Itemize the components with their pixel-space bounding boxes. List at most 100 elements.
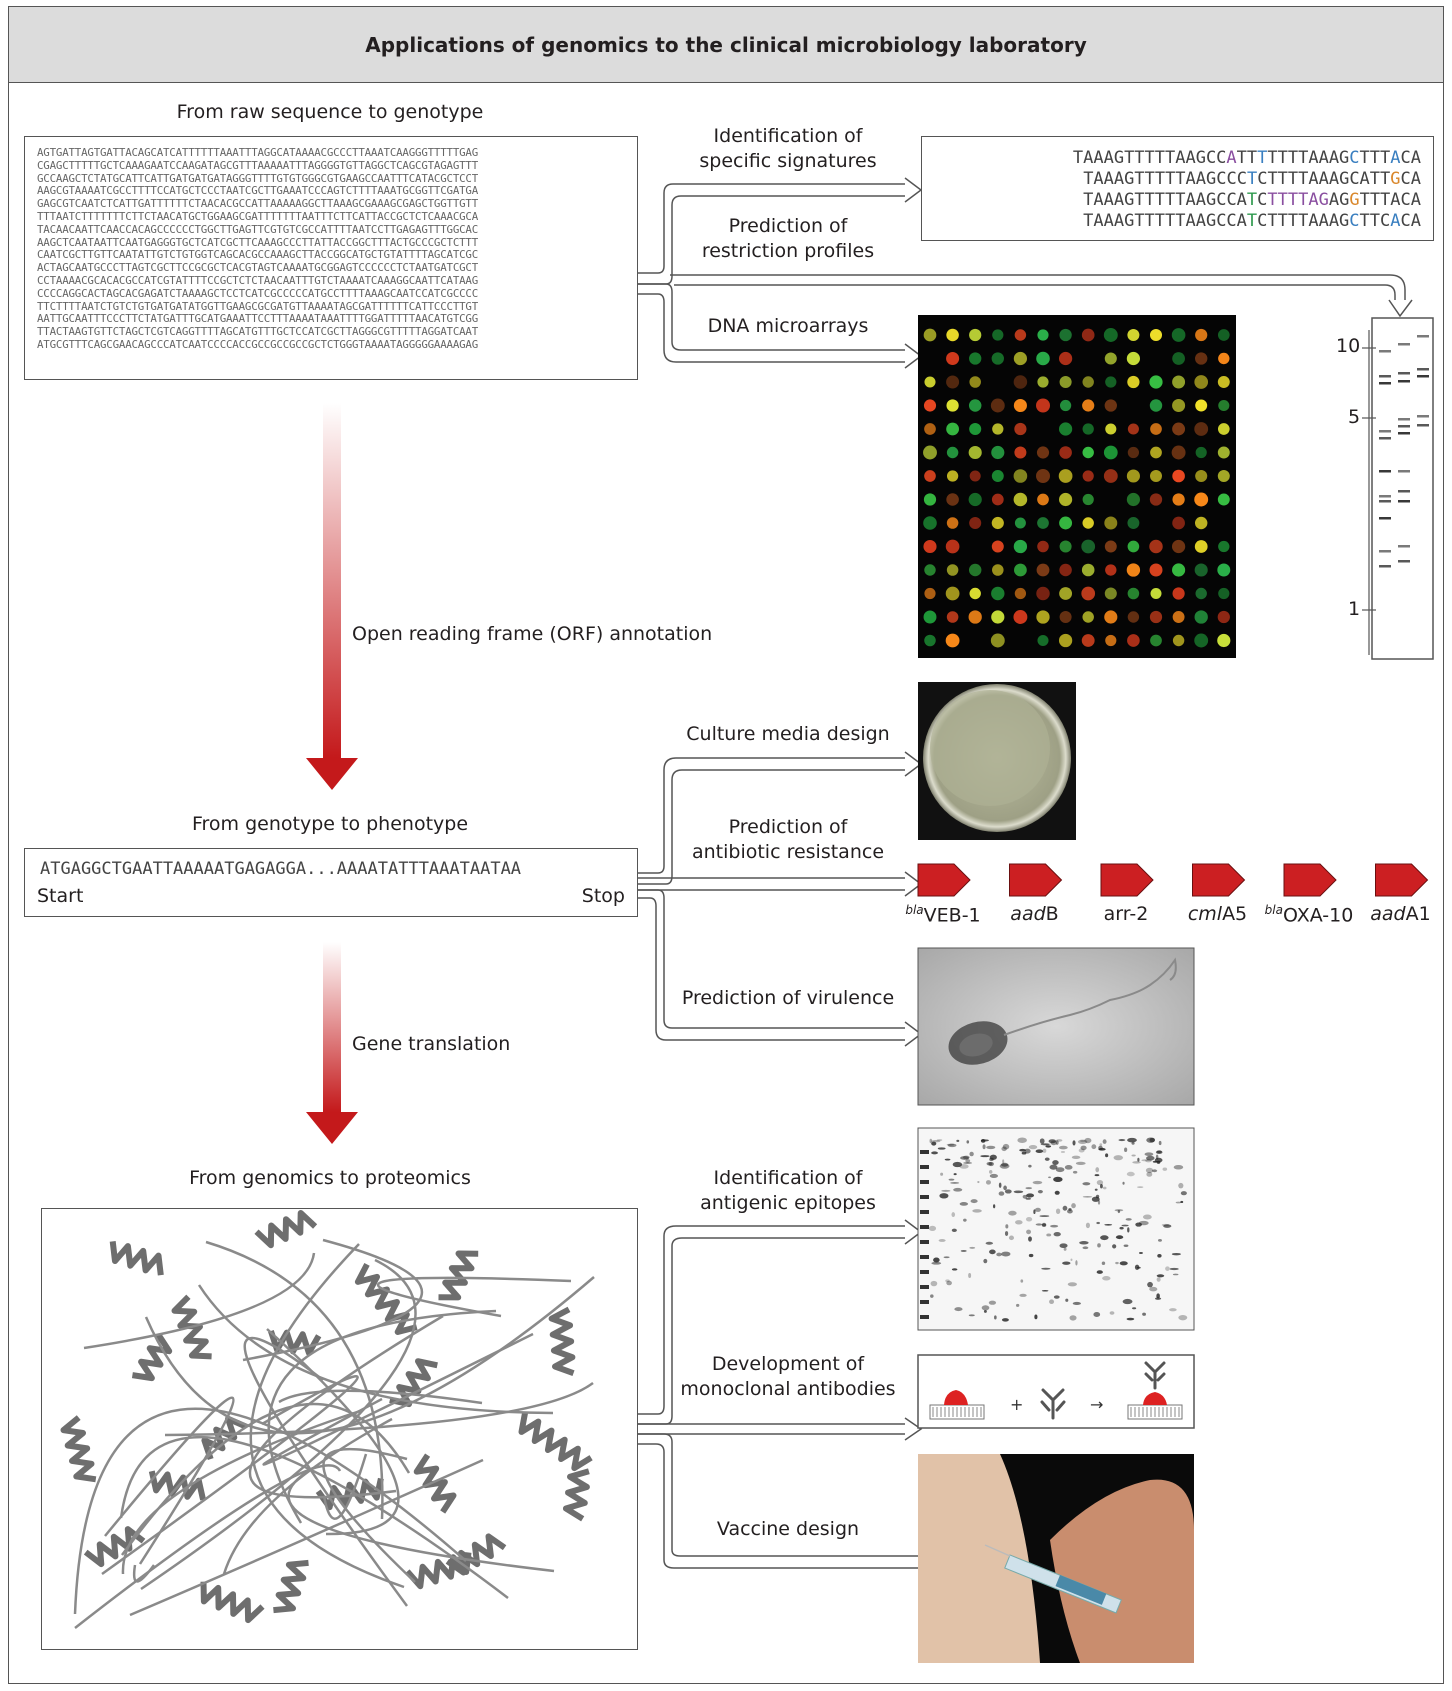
2d-gel-spot: [1054, 1190, 1060, 1195]
microarray-spot: [1036, 469, 1050, 483]
2d-gel-spot: [988, 1300, 997, 1305]
2d-gel-spot: [1162, 1167, 1168, 1171]
microarray-spot: [1217, 423, 1230, 435]
orf-annotation-arrow: [306, 403, 358, 790]
2d-gel-spot: [960, 1156, 970, 1160]
microarray-spot: [1194, 516, 1208, 530]
2d-gel-spot: [1122, 1298, 1133, 1305]
microarray-spot: [1172, 469, 1185, 483]
protein-helix: [445, 1533, 507, 1576]
label-restriction-profiles: Prediction of restriction profiles: [701, 215, 875, 262]
2d-gel-spot: [1053, 1232, 1061, 1237]
microarray-spot: [1127, 517, 1140, 529]
microarray-spot: [991, 516, 1004, 530]
2d-gel-image: [917, 1127, 1195, 1331]
2d-gel-spot: [951, 1212, 956, 1218]
resistance-gene-label: cmlA5: [1187, 903, 1248, 925]
protein-coil: [164, 1381, 594, 1437]
microarray-spot: [1149, 493, 1163, 506]
protein-helix: [131, 1333, 173, 1382]
protein-helix: [60, 1415, 97, 1483]
microarray-spot: [1171, 328, 1186, 342]
2d-gel-spot: [1141, 1159, 1149, 1162]
microarray-spot: [1149, 539, 1163, 554]
2d-gel-spot: [1015, 1220, 1023, 1225]
microarray-spot: [945, 586, 960, 601]
orf-stop-label: Stop: [581, 885, 625, 907]
gel-band: [1417, 424, 1429, 427]
gel-band: [1398, 560, 1410, 563]
microarray-spot: [1218, 352, 1230, 365]
2d-gel-spot: [1044, 1157, 1050, 1161]
microarray-spot: [923, 445, 937, 460]
protein-coil: [267, 1309, 497, 1524]
protein-coil: [205, 1240, 384, 1520]
2d-gel-spot: [1070, 1258, 1073, 1262]
2d-gel-spot: [1097, 1243, 1101, 1248]
microarray-spot: [1127, 375, 1140, 389]
resistance-gene-arrow: [1375, 863, 1429, 897]
microarray-spot: [1013, 539, 1028, 554]
2d-gel-spot: [1155, 1297, 1162, 1300]
microarray-spot: [1217, 610, 1230, 624]
microarray-spot: [1217, 470, 1230, 482]
raw-sequence-box: AGTGATTAGTGATTACAGCATCATTTTTTAAATTTAGGCA…: [24, 136, 638, 380]
microarray-spot: [1105, 634, 1117, 647]
microarray-spot: [968, 399, 982, 412]
raw-sequence-line: AAGCGTAAAATCGCCTTTTCCATGCTCCCTAATCGCTTGA…: [37, 184, 479, 198]
signature-segment: T: [1246, 169, 1258, 189]
microarray-spot: [1081, 563, 1095, 577]
microarray-spot: [1082, 446, 1094, 459]
protein-coil: [322, 1453, 368, 1520]
orf-start-label: Start: [37, 885, 84, 907]
2d-gel-spot: [1078, 1148, 1085, 1153]
gel-band: [1379, 495, 1391, 498]
2d-gel-spot: [1131, 1141, 1135, 1145]
2d-gel-spot: [1135, 1222, 1142, 1227]
2d-gel-spot: [1002, 1143, 1010, 1150]
2d-gel-marker: [920, 1315, 929, 1319]
protein-helix: [562, 1468, 590, 1522]
signature-segment: TTTTAAAG: [1267, 211, 1350, 231]
protein-coil: [120, 1402, 411, 1556]
signature-segment: TTT: [1359, 148, 1391, 168]
2d-gel-spot: [1065, 1298, 1069, 1302]
microarray-spot: [923, 399, 937, 412]
gel-band: [1398, 432, 1410, 435]
2d-gel-spot: [1142, 1214, 1152, 1220]
protein-coil: [376, 1276, 572, 1318]
resistance-gene-label: aadB: [1010, 903, 1059, 925]
label-specific-signatures: Identification of specific signatures: [699, 125, 877, 172]
2d-gel-spot: [1017, 1137, 1027, 1143]
2d-gel-spot: [1075, 1260, 1078, 1266]
2d-gel-spot: [1059, 1243, 1068, 1249]
2d-gel-spot: [1132, 1161, 1141, 1164]
signature-sequence-line: TAAAGTTTTTAAGCCATCTTTTAAAGCTTCACA: [922, 211, 1433, 232]
2d-gel-spot: [965, 1159, 971, 1163]
signature-segment: CA: [1400, 148, 1421, 168]
microarray-spot: [1217, 446, 1230, 459]
microarray-spot: [1172, 422, 1186, 436]
2d-gel-spot: [1099, 1143, 1103, 1147]
2d-gel-spot: [945, 1279, 950, 1283]
microarray-spot: [1195, 469, 1208, 483]
2d-gel-spot: [1156, 1277, 1161, 1282]
microarray-spot: [1014, 587, 1027, 600]
protein-coil: [101, 1375, 359, 1576]
2d-gel-spot: [996, 1252, 1002, 1257]
2d-gel-spot: [985, 1180, 992, 1185]
dna-microarray-image: [918, 315, 1236, 658]
2d-gel-spot: [944, 1158, 951, 1161]
2d-gel-marker: [920, 1300, 929, 1304]
label-monoclonal-antibodies: Development of monoclonal antibodies: [680, 1353, 896, 1400]
microarray-spot: [1217, 563, 1231, 577]
2d-gel-spot: [1077, 1139, 1088, 1144]
microarray-spot: [1058, 633, 1073, 648]
microarray-spot: [991, 586, 1005, 601]
microarray-spot: [1217, 493, 1230, 506]
protein-coil: [278, 1389, 483, 1405]
signature-segment: TTTACA: [1359, 190, 1421, 210]
2d-gel-spot: [930, 1280, 938, 1287]
microarray-spot: [1149, 563, 1163, 577]
2d-gel-marker: [920, 1255, 929, 1259]
